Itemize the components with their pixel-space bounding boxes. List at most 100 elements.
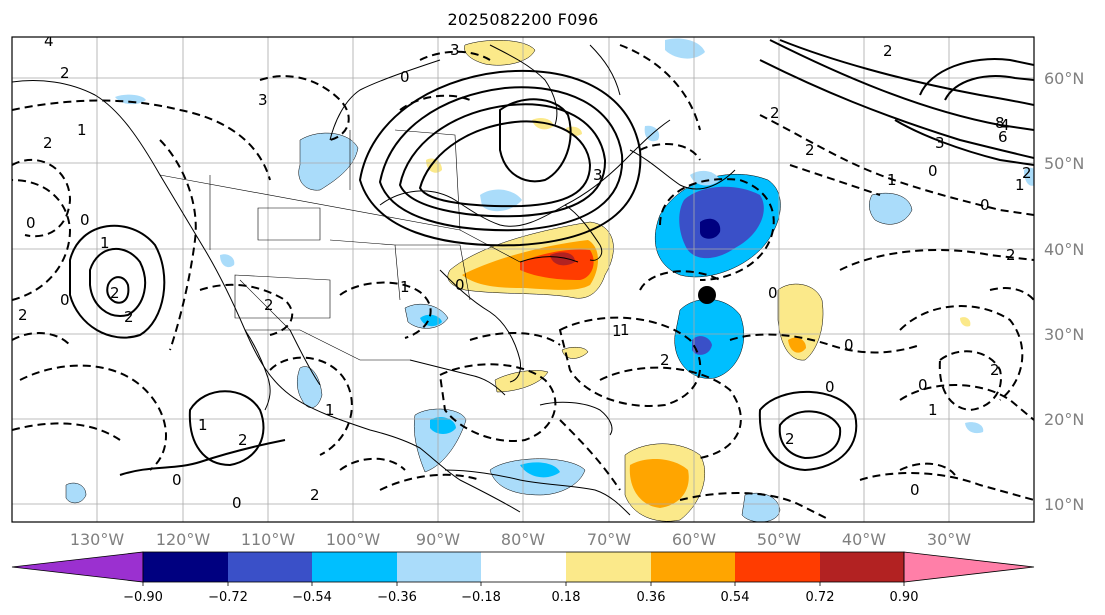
map-frame xyxy=(11,36,1035,523)
contour-label: 1 xyxy=(400,278,410,296)
colorbar-tick-label: −0.72 xyxy=(208,590,248,605)
contour-label: 2 xyxy=(1022,164,1032,182)
height-contours xyxy=(69,39,1034,476)
lat-label: 10°N xyxy=(1044,495,1084,514)
lon-label: 30°W xyxy=(927,530,971,549)
contour-label: 0 xyxy=(928,162,938,180)
contour-label: 2 xyxy=(883,42,893,60)
contour-label: 0 xyxy=(980,196,990,214)
contour-label: 2 xyxy=(18,306,28,324)
contour-label: 6 xyxy=(998,128,1008,146)
lon-label: 50°W xyxy=(757,530,801,549)
contour-label: 8 xyxy=(995,114,1005,132)
lon-label: 70°W xyxy=(587,530,631,549)
contour-label: 2 xyxy=(1006,246,1016,264)
colorbar-tick-label: −0.36 xyxy=(377,590,417,605)
latitude-labels: 60°N 50°N 40°N 30°N 20°N 10°N xyxy=(1044,69,1084,514)
colorbar-tick-label: −0.90 xyxy=(123,590,163,605)
contour-label: 0 xyxy=(400,68,410,86)
contour-label: 2 xyxy=(60,64,70,82)
contour-label: 1 xyxy=(77,121,87,139)
colorbar-segment xyxy=(228,552,312,582)
contour-label: 0 xyxy=(232,494,242,512)
colorbar-tick-label: 0.72 xyxy=(806,590,835,605)
contour-label: 2 xyxy=(310,486,320,504)
lat-label: 40°N xyxy=(1044,240,1084,259)
colorbar-segment xyxy=(397,552,481,582)
colorbar: −0.90 −0.72 −0.54 −0.36 −0.18 0.18 0.36 … xyxy=(11,551,1035,605)
location-marker-dot xyxy=(698,286,716,304)
contour-label: 4 xyxy=(1000,116,1010,134)
longitude-labels: 130°W 120°W 110°W 100°W 90°W 80°W 70°W 6… xyxy=(70,530,971,549)
lon-label: 120°W xyxy=(156,530,211,549)
contour-label: 0 xyxy=(172,471,182,489)
contour-label: 3 xyxy=(593,166,603,184)
lon-label: 80°W xyxy=(501,530,545,549)
contour-label: 1 xyxy=(887,171,897,189)
contour-label: 0 xyxy=(60,291,70,309)
contour-label: 0 xyxy=(80,211,90,229)
colorbar-segment xyxy=(143,552,228,582)
lat-label: 30°N xyxy=(1044,325,1084,344)
contour-label: 3 xyxy=(450,41,460,59)
lat-label: 50°N xyxy=(1044,154,1084,173)
lon-label: 100°W xyxy=(326,530,381,549)
colorbar-segment xyxy=(566,552,651,582)
contour-label: 2 xyxy=(124,308,134,326)
colorbar-tick-label: −0.18 xyxy=(461,590,501,605)
contour-labels: 2 4 3 2 0 1 2 2 0 1 2 2 3 3 4 6 8 0 1 2 … xyxy=(18,32,1032,512)
contour-label: 2 xyxy=(805,141,815,159)
contour-label: 0 xyxy=(825,378,835,396)
contour-label: 1 xyxy=(928,401,938,419)
contour-label: 0 xyxy=(910,481,920,499)
contour-label: 2 xyxy=(785,430,795,448)
colorbar-extend-min xyxy=(11,551,144,583)
lon-label: 110°W xyxy=(241,530,296,549)
colorbar-segment xyxy=(651,552,735,582)
colorbar-tick-label: 0.54 xyxy=(721,590,750,605)
lon-label: 60°W xyxy=(672,530,716,549)
contour-label: 1 xyxy=(612,322,622,340)
lat-label: 60°N xyxy=(1044,69,1084,88)
contour-label: 0 xyxy=(26,214,36,232)
contour-label: 1 xyxy=(100,234,110,252)
colorbar-tick-label: 0.36 xyxy=(637,590,666,605)
colorbar-tick-label: −0.54 xyxy=(292,590,332,605)
political-borders xyxy=(159,129,521,361)
colorbar-tick-label: 0.18 xyxy=(552,590,581,605)
contour-label: 1 xyxy=(198,416,208,434)
contour-label: 0 xyxy=(455,276,465,294)
colorbar-segment xyxy=(735,552,820,582)
colorbar-extend-max xyxy=(903,551,1035,583)
colorbar-segment xyxy=(481,552,566,582)
contour-label: 4 xyxy=(44,32,54,50)
contour-label: 3 xyxy=(935,134,945,152)
contour-label: 2 xyxy=(660,351,670,369)
colorbar-frame xyxy=(142,551,905,583)
contour-label: 2 xyxy=(238,431,248,449)
contour-label: 2 xyxy=(990,361,1000,379)
dashed-contours xyxy=(12,44,1034,521)
contour-label: 2 xyxy=(43,134,53,152)
lon-label: 40°W xyxy=(842,530,886,549)
contour-label: 1 xyxy=(620,321,630,339)
shaded-anomaly-fields xyxy=(65,38,1034,522)
colorbar-segment xyxy=(820,552,904,582)
contour-label: 0 xyxy=(768,284,778,302)
contour-label: 3 xyxy=(258,91,268,109)
map-title: 2025082200 F096 xyxy=(447,10,599,29)
colorbar-tick-label: 0.90 xyxy=(890,590,919,605)
contour-label: 0 xyxy=(844,336,854,354)
colorbar-segment xyxy=(312,552,397,582)
contour-label: 1 xyxy=(1015,176,1025,194)
lon-label: 130°W xyxy=(70,530,125,549)
contour-label: 1 xyxy=(325,401,335,419)
lat-label: 20°N xyxy=(1044,410,1084,429)
contour-label: 2 xyxy=(110,284,120,302)
contour-label: 2 xyxy=(264,296,274,314)
coastlines xyxy=(12,44,736,516)
contour-label: 2 xyxy=(770,104,780,122)
contour-label: 0 xyxy=(918,376,928,394)
lon-label: 90°W xyxy=(416,530,460,549)
